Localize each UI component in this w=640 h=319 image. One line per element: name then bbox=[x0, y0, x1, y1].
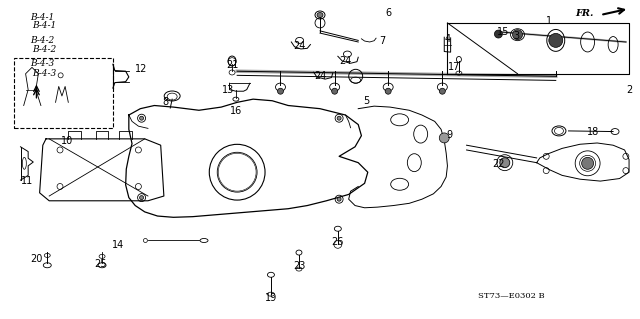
Circle shape bbox=[337, 197, 341, 201]
Text: 19: 19 bbox=[265, 293, 277, 303]
Circle shape bbox=[385, 88, 391, 94]
Circle shape bbox=[439, 88, 445, 94]
Circle shape bbox=[548, 33, 563, 47]
Text: 23: 23 bbox=[292, 261, 305, 271]
Text: B-4-1: B-4-1 bbox=[30, 13, 54, 22]
Circle shape bbox=[337, 116, 341, 120]
Text: 13: 13 bbox=[221, 85, 234, 95]
Text: 9: 9 bbox=[446, 130, 452, 140]
Ellipse shape bbox=[317, 12, 323, 18]
Text: 10: 10 bbox=[61, 136, 73, 146]
Text: 25: 25 bbox=[94, 259, 106, 269]
Text: B-4-3: B-4-3 bbox=[32, 69, 56, 78]
Text: 7: 7 bbox=[380, 36, 385, 46]
Text: 24: 24 bbox=[314, 71, 326, 81]
Text: 20: 20 bbox=[30, 254, 43, 263]
Text: B-4-3: B-4-3 bbox=[30, 59, 54, 68]
Bar bbox=[14, 58, 113, 128]
Text: ST73—E0302 B: ST73—E0302 B bbox=[478, 292, 545, 300]
Circle shape bbox=[332, 88, 338, 94]
Text: B-4-1: B-4-1 bbox=[32, 21, 56, 30]
Text: 1: 1 bbox=[547, 16, 552, 26]
Text: 5: 5 bbox=[363, 96, 369, 106]
Text: B-4-2: B-4-2 bbox=[32, 45, 56, 54]
Circle shape bbox=[582, 157, 594, 169]
Text: 24: 24 bbox=[292, 41, 305, 51]
Circle shape bbox=[140, 196, 143, 200]
Text: 4: 4 bbox=[444, 34, 451, 44]
Text: 21: 21 bbox=[226, 61, 238, 70]
Text: FR.: FR. bbox=[575, 9, 594, 18]
Text: 11: 11 bbox=[20, 176, 33, 186]
Text: 16: 16 bbox=[230, 106, 242, 116]
Circle shape bbox=[500, 158, 510, 168]
Text: 14: 14 bbox=[112, 240, 124, 250]
Text: 2: 2 bbox=[626, 85, 632, 95]
Text: 12: 12 bbox=[136, 64, 148, 74]
Text: B-4-2: B-4-2 bbox=[30, 36, 54, 45]
Circle shape bbox=[495, 30, 502, 38]
Text: 26: 26 bbox=[332, 237, 344, 247]
Text: 15: 15 bbox=[497, 27, 509, 37]
Text: 22: 22 bbox=[492, 159, 505, 169]
Text: 17: 17 bbox=[447, 62, 460, 72]
Circle shape bbox=[513, 30, 522, 40]
Text: 8: 8 bbox=[162, 97, 168, 107]
Text: 24: 24 bbox=[339, 56, 351, 66]
Text: 3: 3 bbox=[513, 31, 519, 41]
Circle shape bbox=[439, 133, 449, 143]
Text: 6: 6 bbox=[386, 8, 392, 19]
Text: 18: 18 bbox=[587, 127, 599, 137]
Circle shape bbox=[140, 116, 143, 120]
Circle shape bbox=[278, 88, 284, 94]
